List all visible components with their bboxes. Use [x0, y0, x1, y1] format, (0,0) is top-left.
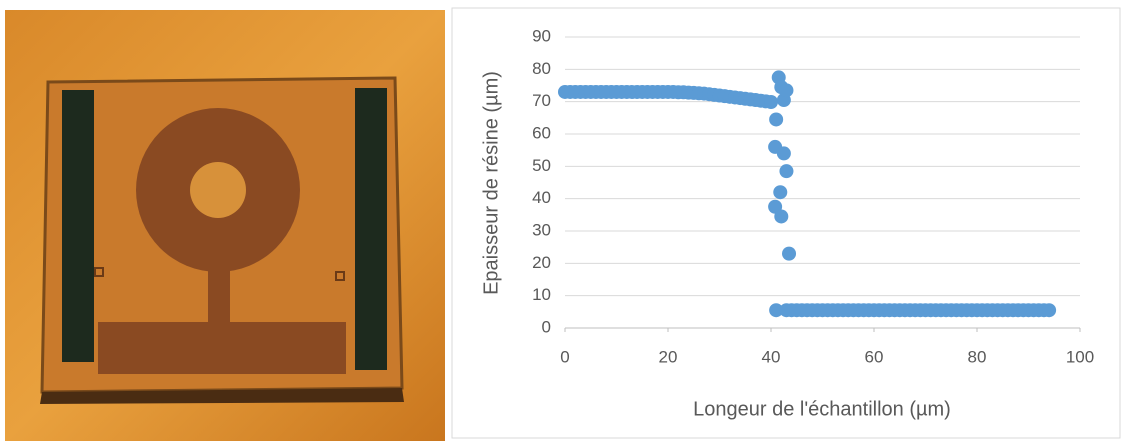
x-tick-label: 20 — [659, 347, 678, 366]
y-tick-label: 70 — [532, 91, 551, 110]
point — [782, 246, 797, 261]
y-tick-label: 50 — [532, 156, 551, 175]
x-tick-label: 80 — [968, 347, 987, 366]
point — [776, 146, 791, 161]
point — [779, 83, 794, 98]
x-tick-label: 100 — [1066, 347, 1094, 366]
y-tick-label: 30 — [532, 220, 551, 239]
chart-border — [451, 7, 1121, 439]
y-tick-label: 0 — [542, 317, 551, 336]
point — [769, 112, 784, 127]
point — [774, 209, 789, 224]
point — [764, 94, 778, 109]
x-tick-label: 60 — [865, 347, 884, 366]
y-tick-label: 80 — [532, 59, 551, 78]
y-tick-label: 40 — [532, 188, 551, 207]
point — [779, 164, 794, 179]
x-tick-label: 40 — [762, 347, 781, 366]
x-tick-label: 0 — [560, 347, 569, 366]
point — [1042, 303, 1057, 318]
x-axis-title: Longeur de l'échantillon (µm) — [693, 398, 951, 420]
y-tick-label: 90 — [532, 26, 551, 45]
y-tick-label: 10 — [532, 285, 551, 304]
y-tick-label: 60 — [532, 123, 551, 142]
y-tick-label: 20 — [532, 253, 551, 272]
point — [769, 303, 784, 318]
y-axis-title: Epaisseur de résine (µm) — [480, 71, 502, 295]
point — [773, 185, 788, 200]
sample-photo — [5, 10, 445, 441]
